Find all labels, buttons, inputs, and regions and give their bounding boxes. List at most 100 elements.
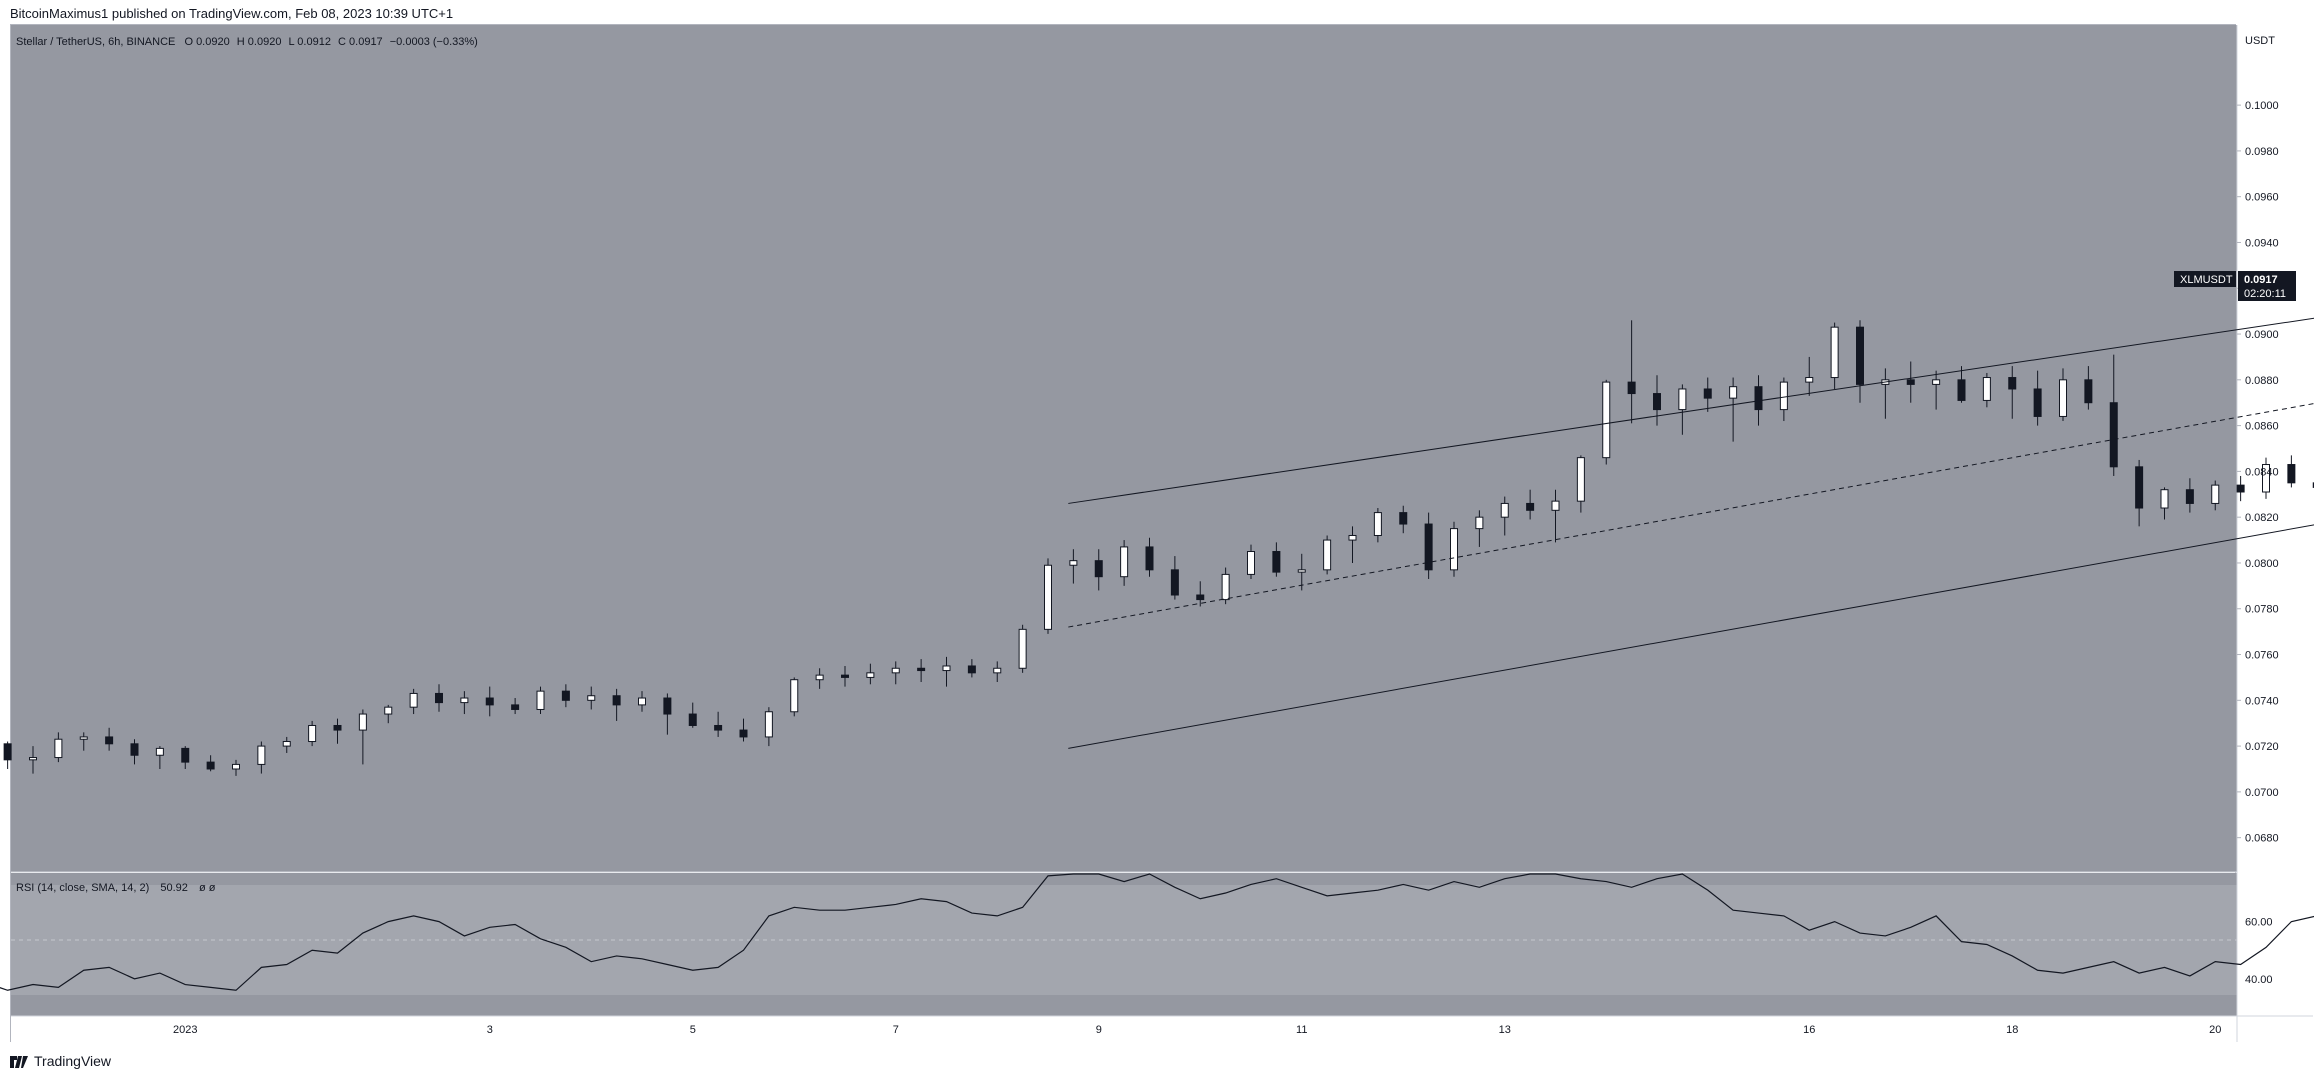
candle-body bbox=[1297, 569, 1306, 573]
candle-body bbox=[917, 667, 926, 672]
candle-body bbox=[1399, 512, 1408, 525]
time-tick-label: 3 bbox=[487, 1024, 493, 1036]
candle-body bbox=[206, 761, 215, 770]
time-tick-label: 11 bbox=[1296, 1024, 1307, 1036]
candle-body bbox=[2287, 464, 2296, 484]
price-tick-label: 0.0860 bbox=[2245, 421, 2279, 433]
candle-body bbox=[739, 729, 748, 738]
candle-body bbox=[1779, 381, 1788, 411]
price-tick-label: 0.0820 bbox=[2245, 512, 2279, 524]
open-label: O bbox=[184, 36, 193, 48]
channel-upper-line bbox=[1068, 317, 2314, 504]
rsi-ticks: 60.00 40.00 bbox=[2245, 917, 2273, 986]
candle-body bbox=[2185, 489, 2194, 504]
candle-body bbox=[257, 745, 266, 765]
candle-body bbox=[1094, 560, 1103, 578]
candle-body bbox=[1830, 326, 1839, 379]
footer-brand[interactable]: TradingView bbox=[10, 1051, 111, 1071]
candle-body bbox=[232, 763, 240, 770]
candle-body bbox=[663, 697, 672, 715]
close-value: 0.0917 bbox=[349, 36, 383, 48]
time-tick-label: 16 bbox=[1803, 1024, 1815, 1036]
open-value: 0.0920 bbox=[196, 36, 230, 48]
time-tick-label: 20 bbox=[2209, 1024, 2221, 1036]
candle-body bbox=[2262, 464, 2270, 493]
price-tick-label: 0.0980 bbox=[2245, 146, 2279, 158]
candle-body bbox=[511, 704, 520, 710]
price-tick-label: 0.0680 bbox=[2245, 833, 2279, 845]
candle-body bbox=[1932, 379, 1941, 385]
countdown-text: 02:20:11 bbox=[2244, 288, 2286, 300]
channel-layer[interactable] bbox=[1068, 43, 2314, 749]
candle-body bbox=[308, 724, 317, 743]
price-tick-label: 0.0900 bbox=[2245, 329, 2279, 341]
candle-body bbox=[460, 697, 469, 704]
candle-body bbox=[942, 665, 951, 672]
symbol-price-tag[interactable]: XLMUSDT bbox=[2174, 271, 2236, 287]
candle-body bbox=[1221, 573, 1230, 601]
candle-body bbox=[1729, 386, 1738, 399]
candle-body bbox=[688, 713, 697, 726]
candle-body bbox=[1653, 393, 1661, 411]
last-price-tag[interactable]: 0.0917 02:20:11 bbox=[2238, 271, 2296, 301]
symbol-name: Stellar / TetherUS, 6h, BINANCE bbox=[16, 36, 175, 48]
candle-body bbox=[1145, 546, 1154, 571]
candle-body bbox=[2109, 402, 2118, 468]
low-value: 0.0912 bbox=[297, 36, 331, 48]
currency-label: USDT bbox=[2245, 35, 2275, 47]
symbol-legend[interactable]: Stellar / TetherUS, 6h, BINANCE O 0.0920… bbox=[16, 36, 478, 48]
time-tick-label: 13 bbox=[1499, 1024, 1511, 1036]
candle-body bbox=[1526, 502, 1535, 511]
rsi-value: 50.92 bbox=[160, 882, 188, 894]
price-tick-label: 0.0720 bbox=[2245, 741, 2279, 753]
price-tick-label: 0.0800 bbox=[2245, 558, 2279, 570]
publisher-header: BitcoinMaximus1 published on TradingView… bbox=[0, 0, 2314, 24]
candle-body bbox=[358, 713, 367, 731]
last-price-text: 0.0917 bbox=[2244, 274, 2278, 286]
time-ticks: 3020233579111316182023252730Feb36810 bbox=[173, 1024, 2221, 1036]
candle-body bbox=[587, 695, 596, 701]
candle-body bbox=[105, 736, 114, 745]
channel-lower-line bbox=[1068, 524, 2314, 749]
candle-body bbox=[993, 667, 1002, 674]
candle-body bbox=[612, 695, 621, 706]
time-axis-bg[interactable] bbox=[11, 1016, 2313, 1042]
rsi-label: RSI (14, close, SMA, 14, 2) bbox=[16, 882, 149, 894]
price-pane-bg[interactable] bbox=[11, 25, 2237, 872]
candle-body bbox=[1247, 551, 1255, 575]
candle-body bbox=[1576, 457, 1585, 502]
candle-body bbox=[1602, 381, 1611, 459]
candle-body bbox=[1120, 546, 1129, 578]
candle-body bbox=[2211, 484, 2220, 504]
price-tick-label: 0.0960 bbox=[2245, 192, 2279, 204]
candle-body bbox=[764, 711, 773, 738]
candle-body bbox=[561, 690, 570, 701]
brand-name: TradingView bbox=[34, 1053, 112, 1069]
price-tick-label: 0.0700 bbox=[2245, 787, 2279, 799]
candle-body bbox=[841, 674, 849, 678]
rsi-line bbox=[0, 873, 2314, 991]
candle-body bbox=[815, 674, 824, 681]
time-tick-label: 9 bbox=[1096, 1024, 1102, 1036]
candle-body bbox=[3, 743, 12, 761]
low-label: L bbox=[289, 36, 295, 48]
price-tick-label: 0.0740 bbox=[2245, 695, 2279, 707]
candle-body bbox=[714, 724, 723, 731]
price-axis-bg[interactable] bbox=[2237, 25, 2313, 1016]
published-info: BitcoinMaximus1 published on TradingView… bbox=[10, 6, 454, 21]
price-tick-label: 0.0880 bbox=[2245, 375, 2279, 387]
candle-body bbox=[1957, 379, 1966, 401]
tradingview-logo-icon bbox=[10, 1055, 28, 1068]
time-tick-label: 5 bbox=[690, 1024, 696, 1036]
price-tick-label: 0.1000 bbox=[2245, 100, 2279, 112]
candle-body bbox=[1754, 386, 1763, 411]
candle-body bbox=[435, 692, 443, 704]
candle-body bbox=[2135, 466, 2144, 509]
candle-body bbox=[130, 743, 139, 756]
rsi-extra: ø ø bbox=[199, 882, 216, 894]
candle-body bbox=[409, 692, 418, 708]
price-tick-label: 0.0940 bbox=[2245, 237, 2279, 249]
rsi-legend[interactable]: RSI (14, close, SMA, 14, 2) 50.92 ø ø bbox=[16, 882, 216, 894]
candle-body bbox=[2084, 379, 2093, 404]
